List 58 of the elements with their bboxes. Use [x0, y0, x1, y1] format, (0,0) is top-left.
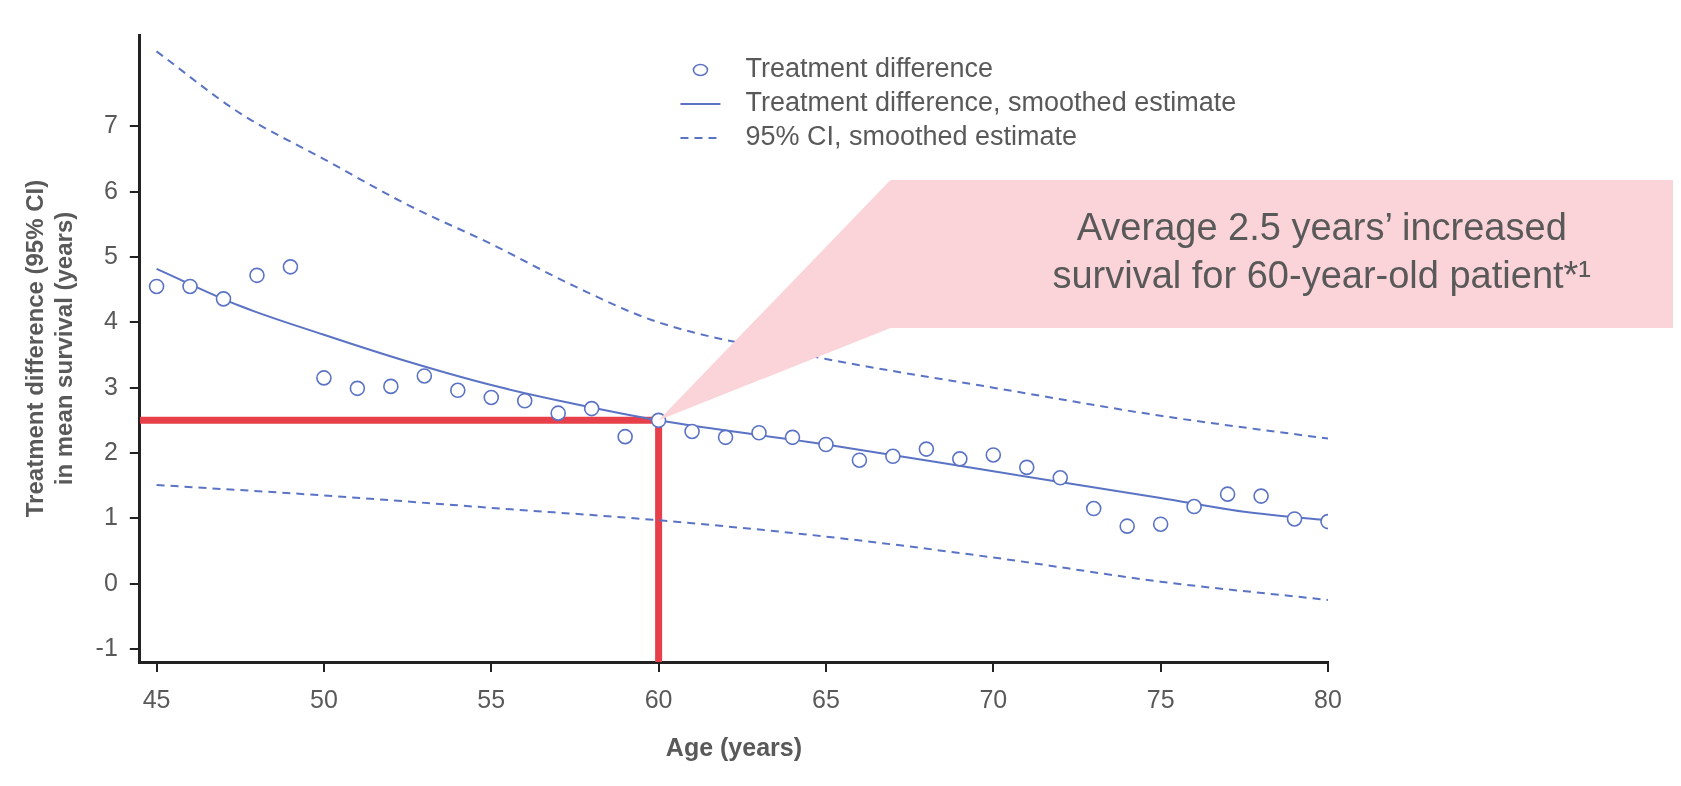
point: [617, 428, 633, 445]
y-tick-label: 0: [103, 567, 118, 596]
point: [985, 447, 1002, 463]
y-tick-label: 2: [103, 436, 118, 465]
y-tick-label: 1: [103, 502, 118, 531]
y-tick-label: -1: [95, 632, 118, 661]
x-tick-label: 60: [644, 684, 673, 713]
legend-label: Treatment difference, smoothed estimate: [745, 87, 1237, 118]
y-tick-label: 3: [103, 371, 118, 400]
point: [516, 392, 533, 409]
point: [1286, 511, 1303, 527]
point: [684, 423, 700, 440]
x-tick-label: 65: [812, 684, 840, 713]
y-tick-label: 4: [103, 306, 118, 335]
y-tick-label: 5: [103, 240, 118, 269]
point: [316, 370, 332, 386]
point: [583, 400, 600, 417]
point: [349, 380, 366, 397]
point: [751, 424, 767, 441]
point: [550, 405, 566, 421]
point: [1085, 500, 1102, 517]
point: [818, 436, 834, 453]
x-tick-label: 55: [477, 684, 506, 713]
point: [1119, 518, 1135, 534]
point: [784, 429, 801, 446]
point: [148, 278, 165, 295]
legend-label: 95% CI, smoothed estimate: [745, 121, 1078, 152]
point: [1253, 488, 1269, 504]
x-axis-title: Age (years): [665, 732, 802, 761]
point: [1152, 516, 1169, 532]
y-tick-label: 6: [103, 175, 118, 204]
point: [449, 382, 466, 399]
point: [650, 412, 667, 429]
legend-label: Treatment difference: [745, 53, 994, 84]
point: [885, 448, 901, 465]
point: [851, 452, 868, 468]
point: [249, 267, 265, 284]
x-tick-label: 80: [1314, 684, 1342, 713]
point: [1219, 486, 1236, 502]
y-tick-label: 7: [103, 110, 118, 139]
point: [416, 368, 433, 384]
point: [182, 278, 198, 295]
point: [1186, 498, 1202, 515]
x-tick-label: 50: [310, 684, 338, 713]
y-axis-title: Treatment difference (95% CI) in mean survival (years): [21, 179, 77, 518]
point: [383, 378, 399, 395]
point: [918, 441, 935, 457]
point: [215, 291, 232, 307]
point: [1052, 470, 1069, 486]
x-tick-label: 70: [979, 684, 1008, 713]
point: [952, 451, 968, 467]
x-tick-label: 75: [1146, 684, 1175, 713]
line-series: [155, 484, 1328, 601]
point: [483, 389, 500, 406]
x-tick-label: 45: [142, 684, 171, 713]
point: [282, 259, 299, 275]
point: [1018, 459, 1035, 476]
annotation: Average 2.5 years’ increased survival for 60-year-old patient*¹: [1052, 206, 1592, 297]
